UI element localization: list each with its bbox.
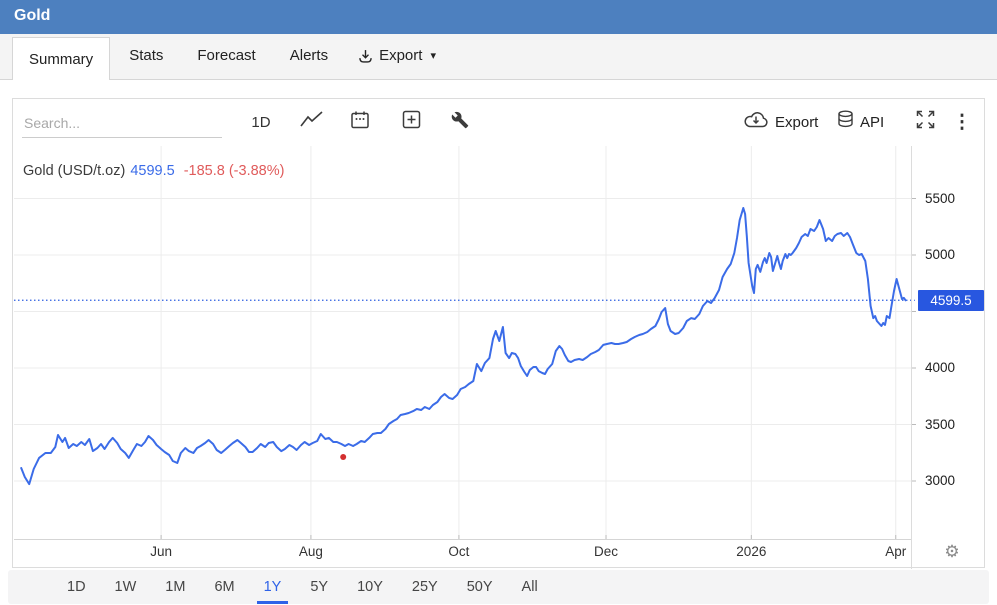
tab-label: Export bbox=[379, 47, 423, 64]
search-input[interactable] bbox=[22, 111, 222, 138]
chart-export-button[interactable]: Export bbox=[743, 109, 818, 135]
api-button[interactable]: API bbox=[837, 109, 884, 135]
x-axis-label: Aug bbox=[298, 544, 323, 559]
range-button-1w[interactable]: 1W bbox=[114, 579, 137, 595]
tab-label: Summary bbox=[29, 50, 94, 68]
x-axis-label: Dec bbox=[594, 544, 619, 559]
chart-canvas[interactable] bbox=[14, 146, 917, 539]
range-button-all[interactable]: All bbox=[521, 579, 538, 595]
chart-type-button[interactable] bbox=[297, 109, 327, 135]
line-chart-icon bbox=[300, 111, 324, 133]
api-label: API bbox=[860, 113, 885, 131]
y-axis-label: 3500 bbox=[925, 416, 956, 432]
calendar-icon bbox=[350, 110, 370, 135]
range-button-6m[interactable]: 6M bbox=[214, 579, 235, 595]
range-selector-bar: 1D 1W 1M 6M 1Y 5Y 10Y 25Y 50Y All bbox=[8, 570, 989, 604]
date-range-button[interactable] bbox=[347, 109, 373, 135]
tab-label: Forecast bbox=[197, 47, 256, 64]
tab-forecast[interactable]: Forecast bbox=[182, 33, 270, 79]
tab-export[interactable]: Export ▾ bbox=[343, 33, 451, 79]
cloud-download-icon bbox=[743, 110, 769, 134]
fullscreen-button[interactable] bbox=[911, 109, 939, 135]
y-axis-label: 3000 bbox=[925, 473, 956, 488]
range-button-1d[interactable]: 1D bbox=[67, 579, 86, 595]
kebab-menu-icon[interactable]: ⋮ bbox=[952, 111, 972, 133]
legend-change: -185.8 (-3.88%) bbox=[183, 163, 285, 179]
range-button-25y[interactable]: 25Y bbox=[411, 579, 438, 595]
legend-value: 4599.5 bbox=[130, 163, 175, 179]
database-icon bbox=[837, 110, 854, 135]
interval-button[interactable]: 1D bbox=[251, 113, 271, 131]
x-axis-line bbox=[14, 539, 911, 540]
range-button-5y[interactable]: 5Y bbox=[310, 579, 329, 595]
wrench-icon bbox=[451, 111, 469, 134]
chart-legend: Gold (USD/t.oz) 4599.5 -185.8 (-3.88%) bbox=[23, 163, 284, 179]
tab-label: Stats bbox=[129, 47, 164, 64]
x-axis-label: Jun bbox=[150, 544, 172, 559]
settings-tools-button[interactable] bbox=[447, 109, 473, 135]
tab-label: Alerts bbox=[289, 47, 329, 64]
download-icon bbox=[358, 49, 373, 64]
legend-series-name: Gold (USD/t.oz) bbox=[23, 163, 126, 179]
tab-stats[interactable]: Stats bbox=[114, 33, 178, 79]
range-button-1y[interactable]: 1Y bbox=[257, 570, 289, 604]
x-axis-label: Oct bbox=[448, 544, 470, 559]
current-price-badge: 4599.5 bbox=[918, 289, 984, 311]
range-button-1m[interactable]: 1M bbox=[165, 579, 186, 595]
page-title: Gold bbox=[14, 7, 51, 24]
range-button-10y[interactable]: 10Y bbox=[357, 579, 383, 595]
tab-summary[interactable]: Summary bbox=[12, 37, 111, 80]
app-header: Gold bbox=[0, 0, 997, 34]
chart-widget-card: 1D bbox=[12, 98, 985, 569]
y-axis-line bbox=[911, 146, 912, 569]
chevron-down-icon: ▾ bbox=[430, 50, 436, 62]
tab-bar: Summary Stats Forecast Alerts Export ▾ bbox=[0, 34, 997, 80]
price-line-series bbox=[20, 207, 907, 486]
x-axis-label: 2026 bbox=[736, 544, 767, 559]
plus-square-icon bbox=[402, 110, 421, 134]
y-axis-label: 5500 bbox=[925, 190, 956, 206]
range-button-50y[interactable]: 50Y bbox=[466, 579, 493, 595]
add-compare-button[interactable] bbox=[398, 109, 424, 135]
gear-icon[interactable]: ⚙ bbox=[944, 542, 960, 561]
tab-list: Summary Stats Forecast Alerts Export ▾ bbox=[0, 33, 997, 80]
y-axis-label: 5000 bbox=[925, 247, 956, 262]
event-marker-dot bbox=[340, 454, 347, 461]
tab-alerts[interactable]: Alerts bbox=[275, 33, 343, 79]
y-axis-label: 4000 bbox=[925, 360, 956, 375]
fullscreen-icon bbox=[916, 110, 935, 134]
x-axis-label: Apr bbox=[885, 544, 907, 559]
chart-export-label: Export bbox=[775, 113, 819, 131]
